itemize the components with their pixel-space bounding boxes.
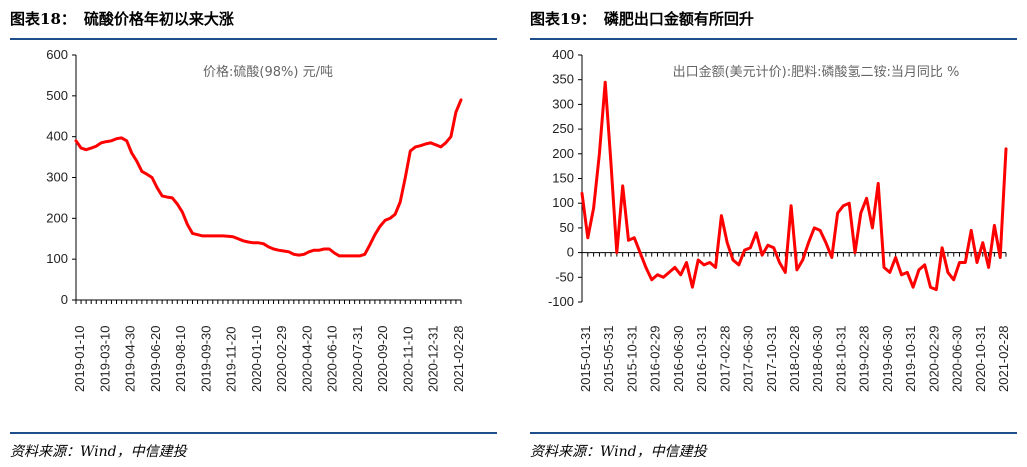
figure-number: 18 bbox=[40, 10, 61, 28]
y-tick-label: 500 bbox=[46, 88, 68, 103]
x-tick-label: 2020-07-31 bbox=[350, 326, 365, 393]
y-tick-label: 150 bbox=[552, 171, 574, 186]
x-tick-label: 2020-09-20 bbox=[375, 326, 390, 393]
series-line bbox=[74, 98, 463, 258]
x-tick-label: 2019-02-28 bbox=[857, 326, 872, 393]
y-tick-label: 100 bbox=[46, 251, 68, 266]
figure-title: 图表19： 磷肥出口金额有所回升 bbox=[530, 8, 754, 29]
x-tick-label: 2015-01-31 bbox=[578, 326, 593, 393]
x-tick-label: 2017-06-30 bbox=[741, 326, 756, 393]
x-tick-label: 2020-12-31 bbox=[426, 326, 441, 393]
y-tick-label: 400 bbox=[552, 47, 574, 62]
figure-title-text: 硫酸价格年初以来大涨 bbox=[83, 10, 234, 28]
figure-panel-18: 图表18： 硫酸价格年初以来大涨 0 100 200 300 400 500 600 2019-… bbox=[10, 0, 507, 467]
dap-export-yoy-chart: -100 -50 0 50 100 150 200 250 300 350 400 2015-01-3… bbox=[548, 47, 1011, 393]
y-tick-label: 300 bbox=[552, 96, 574, 111]
figure-title-separator: ： bbox=[60, 10, 76, 28]
legend-label: 价格:硫酸(98%) 元/吨 bbox=[203, 64, 333, 80]
figure-title-prefix: 图表 bbox=[530, 10, 561, 28]
x-tick-label: 2016-10-31 bbox=[694, 326, 709, 393]
y-tick-label: 400 bbox=[46, 129, 68, 144]
figure-panel-19: 图表19： 磷肥出口金额有所回升 -100 -50 0 50 100 150 200 250 30… bbox=[530, 0, 1027, 467]
x-tick-label: 2018-02-28 bbox=[787, 326, 802, 393]
title-divider bbox=[10, 38, 497, 40]
figure-number: 19 bbox=[560, 10, 581, 28]
figure-title: 图表18： 硫酸价格年初以来大涨 bbox=[10, 8, 234, 29]
x-tick-label: 2016-06-30 bbox=[671, 326, 686, 393]
x-tick-label: 2019-06-20 bbox=[148, 326, 163, 393]
y-tick-label: 300 bbox=[46, 170, 68, 185]
figure-title-text: 磷肥出口金额有所回升 bbox=[603, 10, 754, 28]
y-tick-label: 100 bbox=[552, 195, 574, 210]
x-tick-label: 2020-10-31 bbox=[973, 326, 988, 393]
x-tick-label: 2019-11-20 bbox=[224, 326, 239, 392]
y-tick-label: 600 bbox=[46, 47, 68, 62]
x-tick-label: 2020-02-29 bbox=[926, 326, 941, 393]
x-tick-label: 2021-02-28 bbox=[451, 326, 466, 393]
x-tick-label: 2019-03-10 bbox=[97, 326, 112, 393]
x-tick-label: 2020-01-10 bbox=[249, 326, 264, 393]
x-tick-label: 2019-10-31 bbox=[903, 326, 918, 393]
figure-title-prefix: 图表 bbox=[10, 10, 41, 28]
x-tick-label: 2016-02-29 bbox=[648, 326, 663, 393]
x-tick-label: 2017-02-28 bbox=[717, 326, 732, 393]
figure-title-separator: ： bbox=[580, 10, 596, 28]
x-tick-label: 2018-06-30 bbox=[810, 326, 825, 393]
x-tick-label: 2017-10-31 bbox=[764, 326, 779, 393]
y-tick-label: 200 bbox=[46, 210, 68, 225]
y-tick-label: 200 bbox=[552, 146, 574, 161]
y-tick-label: 250 bbox=[552, 121, 574, 136]
source-divider bbox=[530, 432, 1017, 434]
x-tick-label: 2020-06-10 bbox=[325, 326, 340, 393]
x-tick-label: 2015-05-31 bbox=[601, 326, 616, 393]
x-tick-label: 2018-10-31 bbox=[833, 326, 848, 393]
sulfuric-acid-price-chart: 0 100 200 300 400 500 600 2019-01-10 2019-03-10 2… bbox=[46, 47, 466, 393]
x-tick-label: 2020-11-10 bbox=[400, 326, 415, 392]
x-tick-label: 2019-01-10 bbox=[72, 326, 87, 393]
source-note: 资料来源：Wind，中信建投 bbox=[530, 444, 707, 460]
x-tick-label: 2020-02-29 bbox=[274, 326, 289, 393]
y-tick-label: -100 bbox=[548, 294, 574, 309]
x-tick-label: 2019-08-10 bbox=[173, 326, 188, 393]
title-divider bbox=[530, 38, 1017, 40]
y-tick-label: -50 bbox=[555, 269, 574, 284]
x-tick-label: 2019-09-30 bbox=[198, 326, 213, 393]
x-tick-label: 2019-06-30 bbox=[880, 326, 895, 393]
x-tick-label: 2015-10-31 bbox=[624, 326, 639, 393]
series-line bbox=[580, 80, 1008, 292]
y-tick-label: 350 bbox=[552, 72, 574, 87]
source-note: 资料来源：Wind，中信建投 bbox=[10, 444, 187, 460]
x-tick-label: 2020-04-20 bbox=[299, 326, 314, 393]
x-tick-label: 2020-06-30 bbox=[950, 326, 965, 393]
y-tick-label: 0 bbox=[567, 245, 574, 260]
x-tick-label: 2019-04-30 bbox=[123, 326, 138, 393]
y-tick-label: 0 bbox=[61, 292, 68, 307]
y-tick-label: 50 bbox=[560, 220, 574, 235]
legend-label: 出口金额(美元计价):肥料:磷酸氢二铵:当月同比 % bbox=[673, 64, 960, 80]
x-tick-label: 2021-02-28 bbox=[996, 326, 1011, 393]
source-divider bbox=[10, 432, 497, 434]
